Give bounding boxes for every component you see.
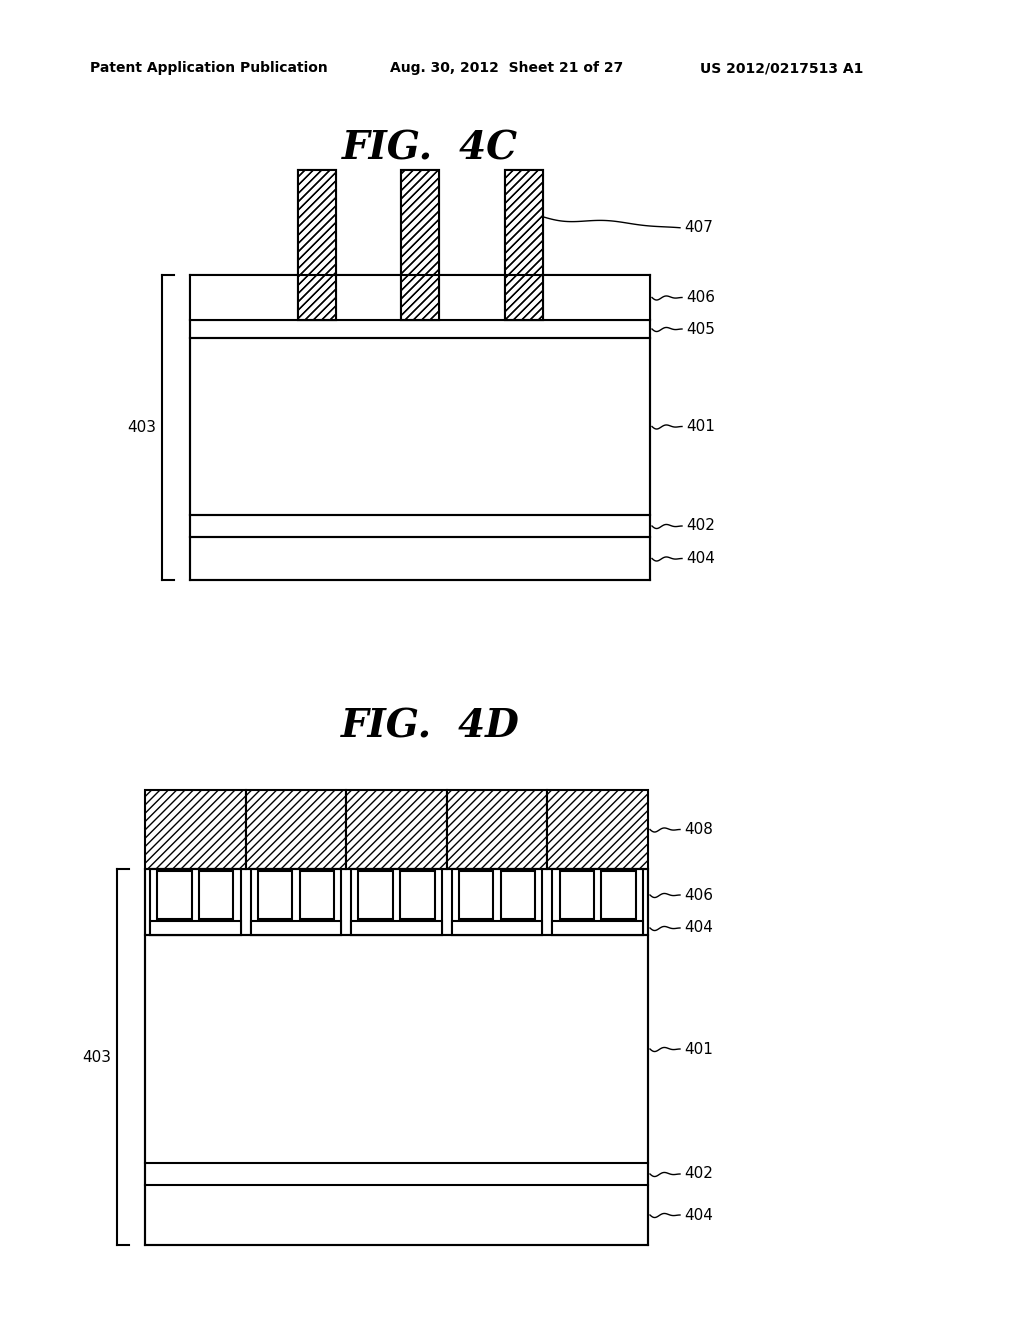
Bar xyxy=(400,871,434,919)
Bar xyxy=(346,789,446,869)
Bar xyxy=(501,871,536,919)
Text: FIG.  4C: FIG. 4C xyxy=(342,129,518,168)
Bar xyxy=(446,789,548,869)
Bar xyxy=(446,789,548,869)
Bar xyxy=(145,935,648,1245)
Bar xyxy=(298,170,336,319)
Bar xyxy=(251,921,341,935)
Bar xyxy=(190,275,650,579)
Text: 406: 406 xyxy=(684,887,713,903)
Bar xyxy=(298,170,336,319)
Text: 406: 406 xyxy=(686,290,715,305)
Bar xyxy=(505,170,543,319)
Text: 404: 404 xyxy=(684,920,713,936)
Bar xyxy=(246,789,346,869)
Bar xyxy=(298,170,336,319)
Bar xyxy=(459,871,494,919)
Bar xyxy=(552,921,643,935)
Text: 405: 405 xyxy=(686,322,715,337)
Text: 404: 404 xyxy=(686,550,715,566)
Text: 403: 403 xyxy=(82,1049,111,1064)
Bar xyxy=(150,921,241,935)
Bar xyxy=(300,871,334,919)
Text: Aug. 30, 2012  Sheet 21 of 27: Aug. 30, 2012 Sheet 21 of 27 xyxy=(390,61,624,75)
Text: 401: 401 xyxy=(684,1041,713,1056)
Bar xyxy=(246,789,346,869)
Text: 408: 408 xyxy=(684,822,713,837)
Text: FIG.  4D: FIG. 4D xyxy=(341,708,519,744)
Text: Patent Application Publication: Patent Application Publication xyxy=(90,61,328,75)
Bar xyxy=(505,170,543,319)
Bar xyxy=(190,275,650,319)
Text: US 2012/0217513 A1: US 2012/0217513 A1 xyxy=(700,61,863,75)
Bar xyxy=(145,789,246,869)
Bar xyxy=(401,170,439,319)
Text: 403: 403 xyxy=(127,420,156,436)
Bar xyxy=(560,871,594,919)
Text: 404: 404 xyxy=(684,1208,713,1222)
Bar xyxy=(401,170,439,319)
Bar xyxy=(258,871,292,919)
Bar xyxy=(452,869,543,935)
Bar xyxy=(552,869,643,935)
Bar xyxy=(251,869,341,935)
Bar xyxy=(505,170,543,319)
Bar xyxy=(145,869,648,935)
Bar xyxy=(351,869,441,935)
Bar xyxy=(358,871,393,919)
Bar xyxy=(401,170,439,319)
Bar xyxy=(401,170,439,319)
Text: 401: 401 xyxy=(686,418,715,434)
Bar xyxy=(351,921,441,935)
Bar xyxy=(145,789,246,869)
Text: 402: 402 xyxy=(686,519,715,533)
Text: 407: 407 xyxy=(684,220,713,235)
Bar xyxy=(158,871,191,919)
Bar xyxy=(150,869,241,935)
Bar xyxy=(346,789,446,869)
Bar xyxy=(452,921,543,935)
Bar xyxy=(548,789,648,869)
Bar xyxy=(505,170,543,319)
Bar xyxy=(199,871,233,919)
Bar xyxy=(548,789,648,869)
Bar xyxy=(298,170,336,319)
Bar xyxy=(601,871,636,919)
Text: 402: 402 xyxy=(684,1167,713,1181)
